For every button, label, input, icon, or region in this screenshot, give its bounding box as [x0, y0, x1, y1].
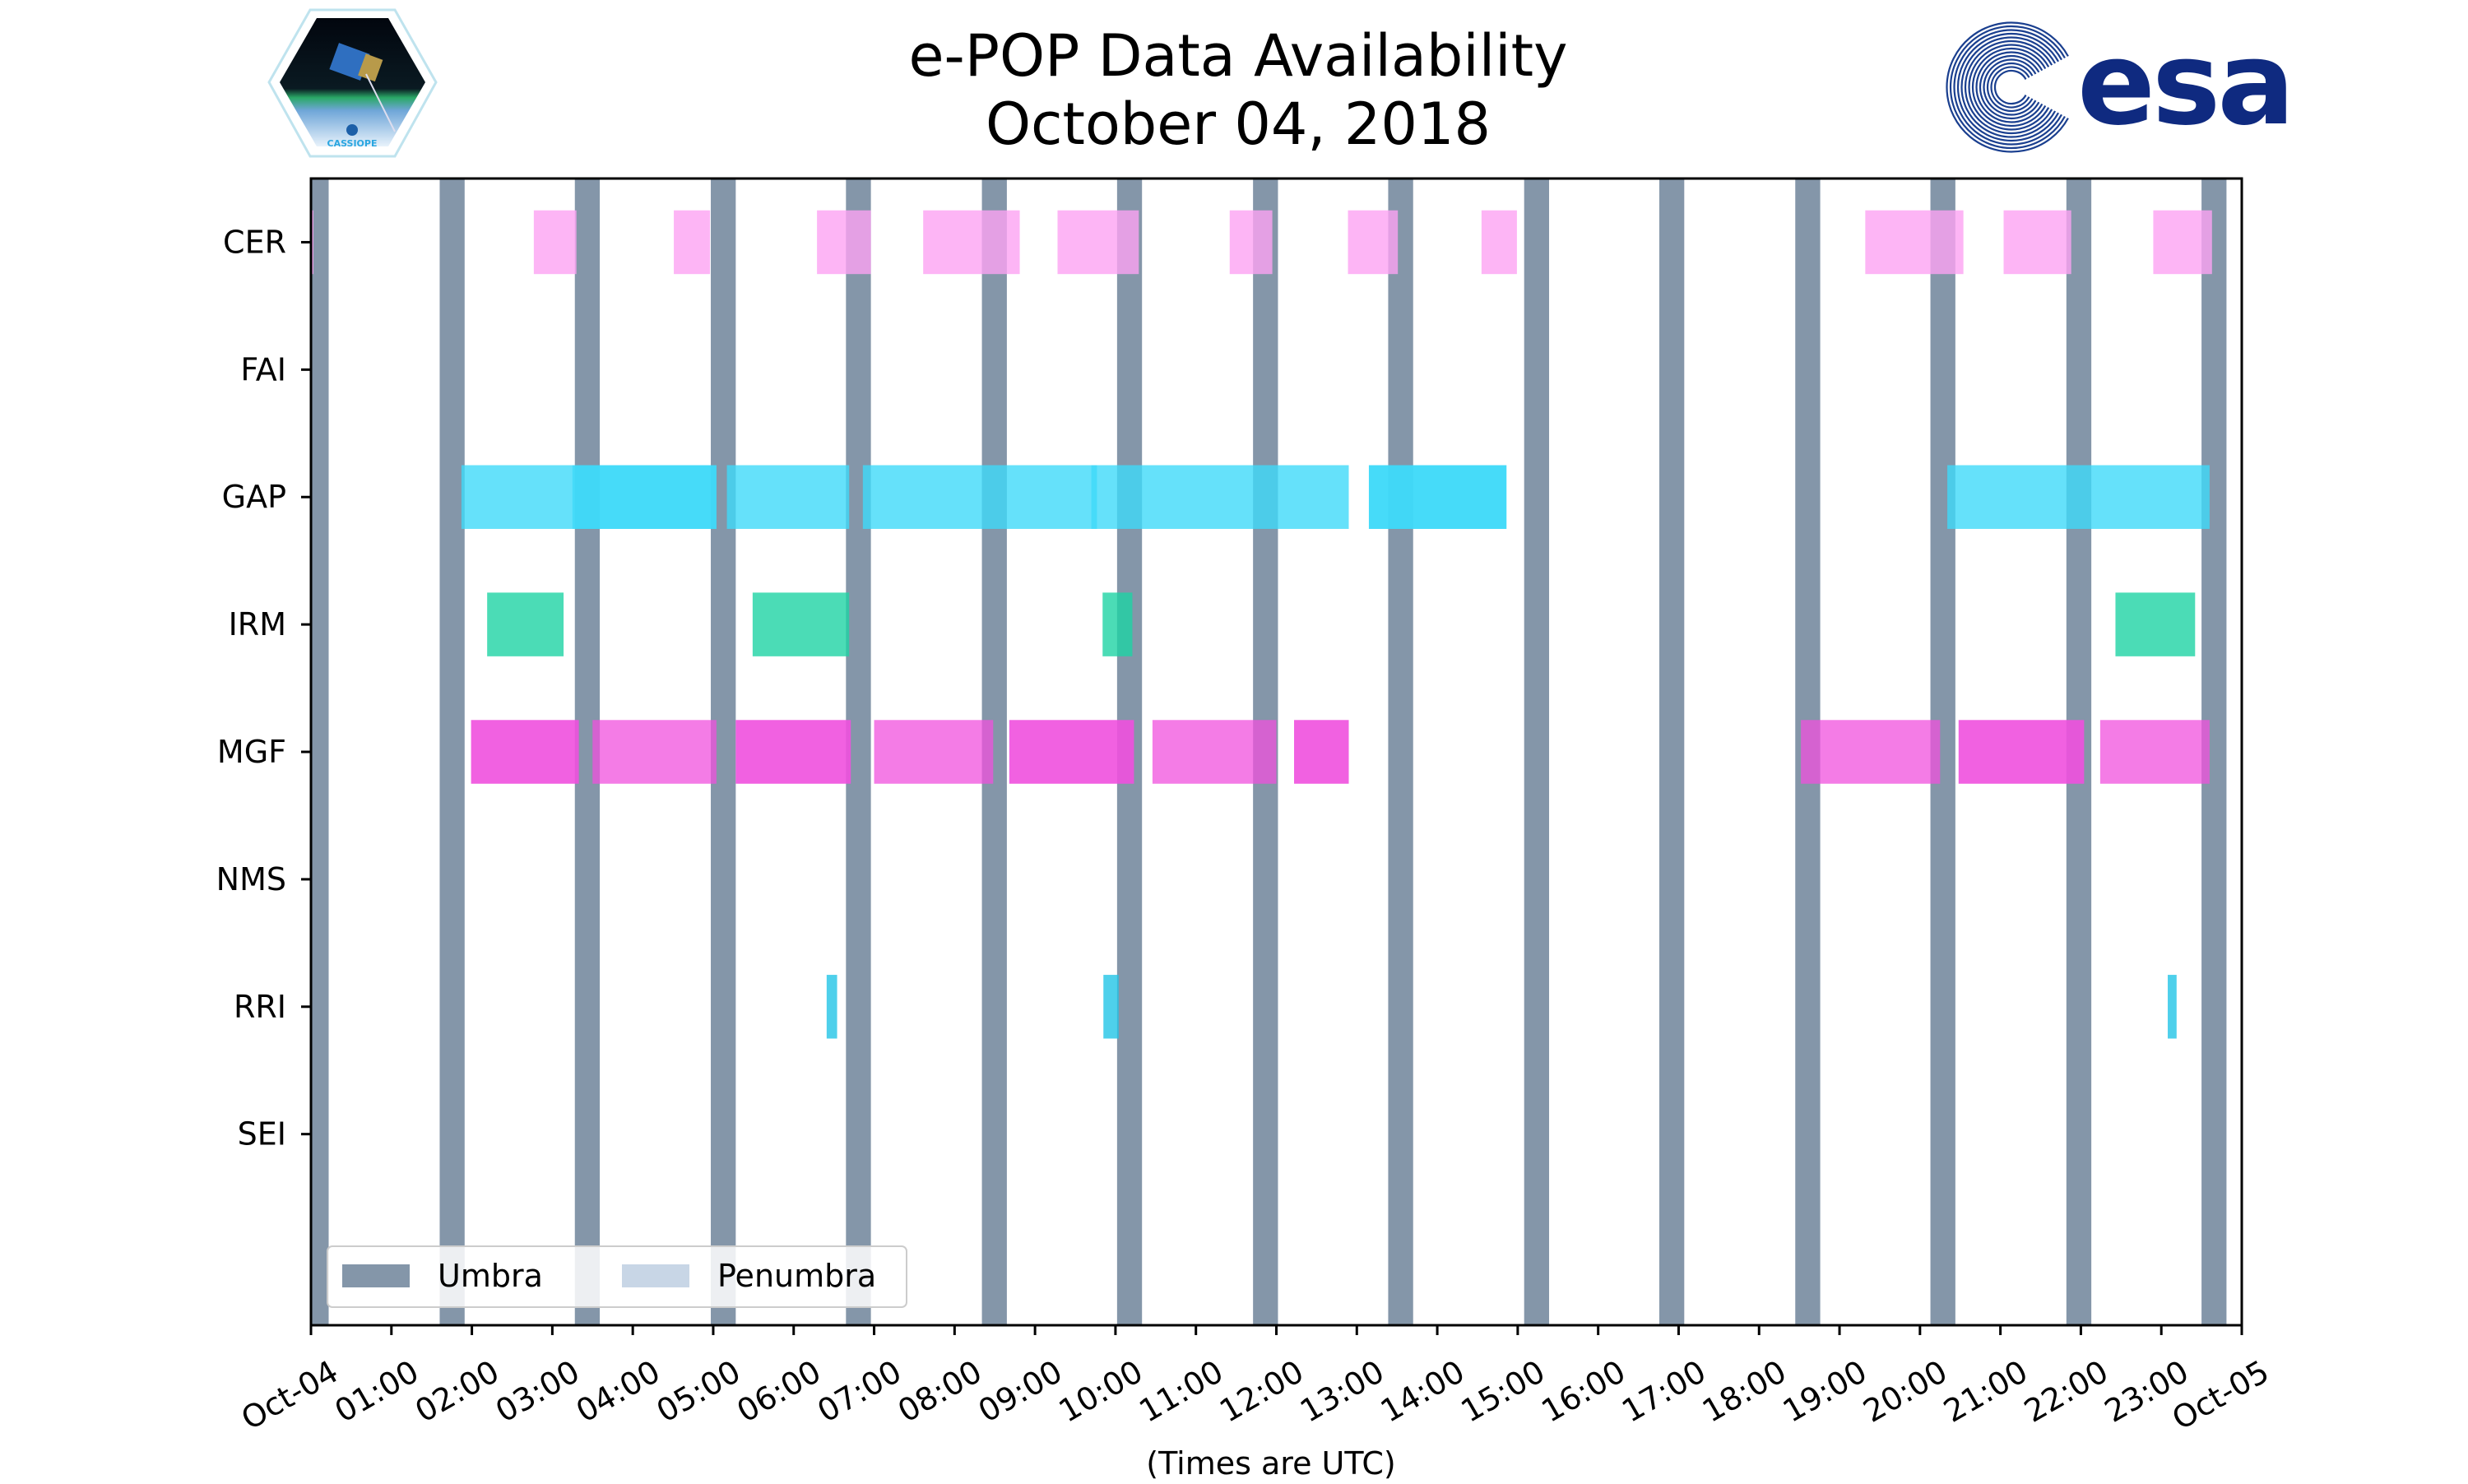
- bar-mgf: [1009, 720, 1134, 784]
- x-tick-label: 09:00: [972, 1353, 1069, 1430]
- svg-text:CASSIOPE: CASSIOPE: [327, 138, 378, 149]
- x-tick-label: 21:00: [1937, 1353, 2034, 1430]
- bar-cer: [2153, 210, 2212, 275]
- x-tick-label: Oct-04: [235, 1353, 345, 1437]
- bar-mgf: [1294, 720, 1349, 784]
- svg-text:esa: esa: [2077, 17, 2292, 151]
- bar-gap: [1368, 465, 1507, 529]
- x-tick-label: 16:00: [1535, 1353, 1631, 1430]
- x-tick-label: 22:00: [2018, 1353, 2114, 1430]
- x-tick-label: 11:00: [1133, 1353, 1229, 1430]
- x-tick-label: 20:00: [1857, 1353, 1953, 1430]
- x-tick-label: 19:00: [1777, 1353, 1873, 1430]
- y-tick-label: FAI: [240, 351, 286, 387]
- x-tick-label: 14:00: [1375, 1353, 1471, 1430]
- bar-cer: [817, 210, 871, 275]
- x-tick-label: 08:00: [892, 1353, 988, 1430]
- umbra-band: [1658, 179, 1685, 1325]
- bar-gap: [862, 465, 1097, 529]
- x-tick-label: 01:00: [328, 1353, 424, 1430]
- bar-cer: [2003, 210, 2071, 275]
- umbra-band: [1388, 179, 1413, 1325]
- y-tick-label: NMS: [216, 861, 286, 897]
- bar-irm: [1102, 592, 1133, 656]
- x-tick-label: 03:00: [489, 1353, 586, 1430]
- chart-title: e-POP Data Availability: [908, 22, 1567, 90]
- x-tick-label: 05:00: [651, 1353, 747, 1430]
- y-tick-label: SEI: [238, 1116, 286, 1152]
- bar-cer: [1865, 210, 1964, 275]
- umbra-band: [439, 179, 465, 1325]
- x-tick-label: 18:00: [1696, 1353, 1793, 1430]
- availability-bars: [311, 210, 2212, 1039]
- bar-cer: [923, 210, 1020, 275]
- bar-mgf: [471, 720, 579, 784]
- bar-irm: [752, 592, 850, 656]
- bar-mgf: [874, 720, 994, 784]
- umbra-band: [1524, 179, 1550, 1325]
- bar-cer: [1348, 210, 1399, 275]
- x-tick-label: 02:00: [409, 1353, 505, 1430]
- y-tick-label: GAP: [222, 479, 286, 515]
- bar-rri: [826, 975, 837, 1039]
- bar-mgf: [735, 720, 851, 784]
- legend-umbra-label: Umbra: [438, 1258, 543, 1294]
- bar-rri: [1103, 975, 1119, 1039]
- y-tick-label: CER: [223, 224, 286, 260]
- bar-cer: [1057, 210, 1139, 275]
- legend-umbra-swatch: [342, 1264, 410, 1287]
- x-tick-label: 04:00: [570, 1353, 666, 1430]
- x-tick-label: 17:00: [1616, 1353, 1712, 1430]
- x-axis-label: (Times are UTC): [1146, 1445, 1395, 1481]
- y-tick-label: MGF: [217, 734, 286, 770]
- bar-irm: [487, 592, 564, 656]
- x-axis: Oct-0401:0002:0003:0004:0005:0006:0007:0…: [235, 1325, 2275, 1437]
- bar-rri: [2168, 975, 2177, 1039]
- x-tick-label: 12:00: [1213, 1353, 1310, 1430]
- esa-logo: esa: [1946, 17, 2295, 153]
- bar-gap: [1091, 465, 1349, 529]
- bar-mgf: [1801, 720, 1941, 784]
- bar-mgf: [2099, 720, 2210, 784]
- bar-mgf: [1152, 720, 1277, 784]
- x-tick-label: 10:00: [1053, 1353, 1149, 1430]
- bar-gap: [726, 465, 850, 529]
- umbra-band: [311, 179, 329, 1325]
- y-tick-label: IRM: [229, 606, 286, 642]
- x-tick-label: 06:00: [731, 1353, 827, 1430]
- bar-mgf: [592, 720, 717, 784]
- bar-cer: [1229, 210, 1273, 275]
- x-tick-label: 13:00: [1294, 1353, 1390, 1430]
- x-tick-label: 15:00: [1455, 1353, 1552, 1430]
- legend: Umbra Penumbra: [327, 1245, 907, 1308]
- bar-irm: [2115, 592, 2196, 656]
- bar-cer: [533, 210, 577, 275]
- bar-gap: [572, 465, 717, 529]
- legend-penumbra-label: Penumbra: [717, 1258, 876, 1294]
- bar-mgf: [1958, 720, 2085, 784]
- cassiope-logo: CASSIOPE: [267, 8, 438, 158]
- y-tick-label: RRI: [234, 989, 286, 1025]
- x-tick-label: 07:00: [811, 1353, 907, 1430]
- bar-cer: [674, 210, 711, 275]
- y-axis: CER FAI GAP IRM MGF NMS RRI SEI: [216, 224, 311, 1152]
- bar-gap: [1947, 465, 2210, 529]
- bar-cer: [1481, 210, 1517, 275]
- legend-penumbra-swatch: [622, 1264, 689, 1287]
- chart-subtitle: October 04, 2018: [986, 90, 1491, 158]
